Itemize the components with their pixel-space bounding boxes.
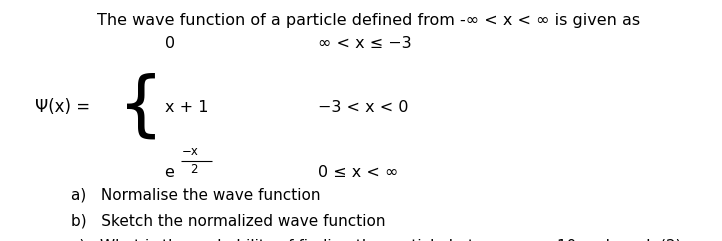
Text: c)   What is the probability of finding the particle between x = -10 and x = ln(: c) What is the probability of finding th… <box>71 239 682 241</box>
Text: The wave function of a particle defined from -∞ < x < ∞ is given as: The wave function of a particle defined … <box>97 13 640 28</box>
Text: ∞ < x ≤ −3: ∞ < x ≤ −3 <box>318 36 412 51</box>
Text: e: e <box>165 165 175 180</box>
Text: x + 1: x + 1 <box>165 100 208 115</box>
Text: a)   Normalise the wave function: a) Normalise the wave function <box>71 188 321 203</box>
Text: 0 ≤ x < ∞: 0 ≤ x < ∞ <box>318 165 398 180</box>
Text: 2: 2 <box>191 163 198 176</box>
Text: b)   Sketch the normalized wave function: b) Sketch the normalized wave function <box>71 213 386 228</box>
Text: {: { <box>118 73 164 142</box>
Text: −3 < x < 0: −3 < x < 0 <box>318 100 408 115</box>
Text: 0: 0 <box>165 36 175 51</box>
Text: Ψ(x) =: Ψ(x) = <box>35 98 90 116</box>
Text: −x: −x <box>182 145 199 158</box>
